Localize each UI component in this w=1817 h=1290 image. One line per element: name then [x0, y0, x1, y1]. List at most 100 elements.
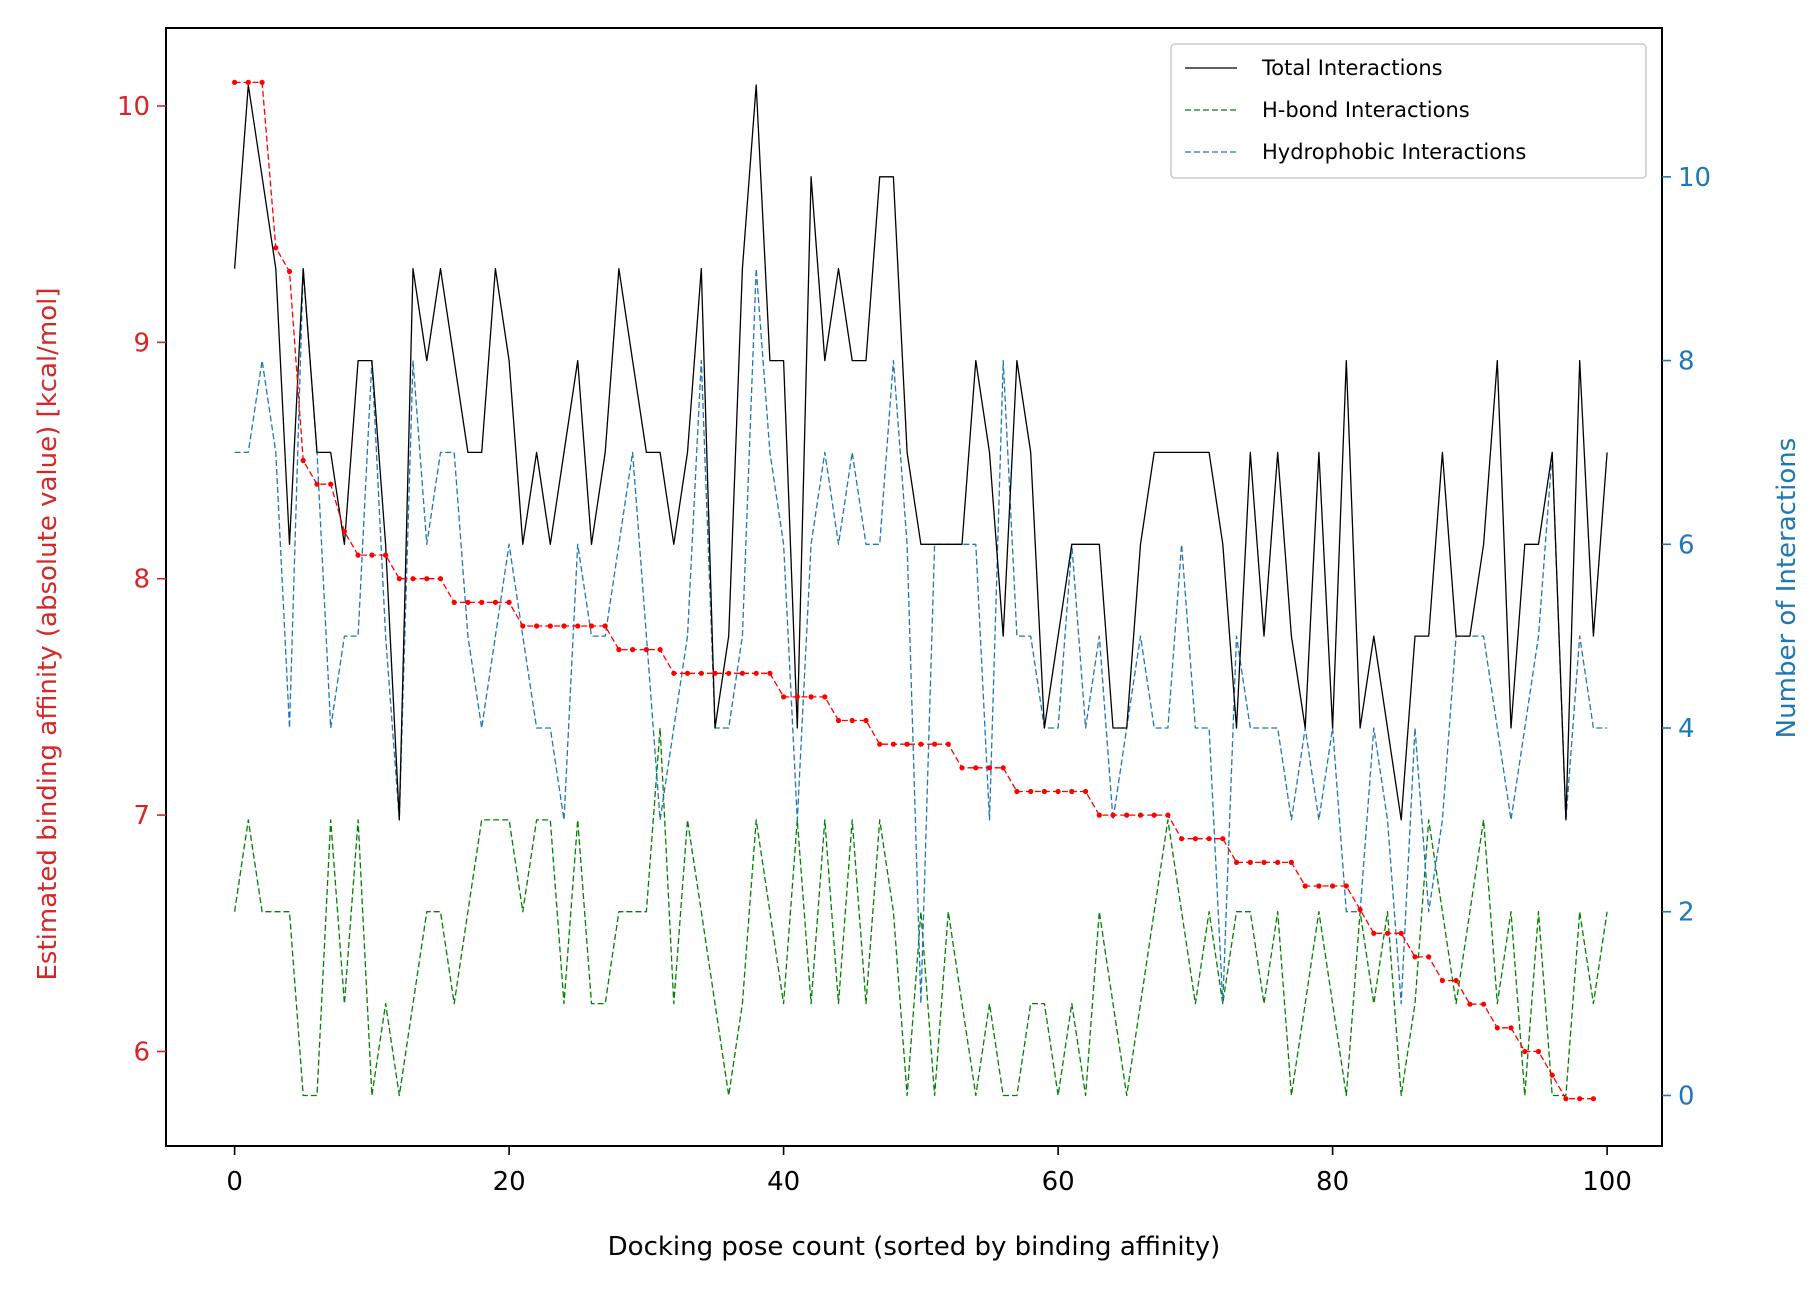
affinity-point [1316, 883, 1322, 889]
affinity-point [479, 599, 485, 606]
right-y-tick-label: 8 [1678, 347, 1695, 377]
affinity-point [973, 765, 979, 771]
affinity-point [1522, 1048, 1528, 1055]
affinity-point [1577, 1096, 1583, 1102]
affinity-point [1563, 1096, 1569, 1102]
affinity-point [1302, 883, 1308, 889]
affinity-point [1343, 883, 1349, 889]
affinity-point [753, 670, 759, 676]
affinity-point [739, 670, 746, 676]
affinity-point [1124, 812, 1130, 818]
x-tick-label: 80 [1316, 1167, 1349, 1197]
right-y-tick-label: 6 [1678, 530, 1695, 560]
affinity-point [1261, 859, 1267, 866]
left-y-tick-label: 10 [117, 92, 150, 122]
x-axis-title: Docking pose count (sorted by binding af… [608, 1232, 1221, 1262]
affinity-point [945, 741, 951, 747]
affinity-point [355, 552, 361, 558]
affinity-point [657, 647, 663, 653]
affinity-point [424, 576, 430, 582]
affinity-point [602, 623, 608, 629]
affinity-point [259, 79, 265, 85]
hydrophobic-interactions-line [234, 268, 1608, 1005]
affinity-point [465, 599, 471, 606]
affinity-point [547, 623, 553, 629]
affinity-point [726, 670, 732, 676]
legend-label-hbond: H-bond Interactions [1262, 98, 1470, 122]
affinity-point [698, 670, 704, 676]
affinity-point [1426, 954, 1432, 960]
binding-affinity-line [234, 81, 1594, 1100]
affinity-point [1494, 1025, 1500, 1031]
affinity-point [1508, 1025, 1514, 1031]
affinity-point [863, 717, 869, 724]
affinity-point [1069, 788, 1075, 795]
x-tick-label: 20 [493, 1167, 526, 1197]
right-y-axis-title: Number of Interactions [1772, 438, 1802, 739]
affinity-point [1288, 859, 1294, 866]
legend-label-total: Total Interactions [1261, 56, 1443, 80]
affinity-point [1041, 788, 1047, 795]
affinity-point [630, 647, 636, 653]
affinity-point [781, 694, 787, 700]
affinity-point [822, 694, 828, 700]
left-y-tick-label: 7 [133, 801, 150, 831]
plot-lines [233, 81, 1608, 1100]
affinity-point [918, 741, 924, 747]
affinity-point [492, 599, 498, 606]
affinity-markers [232, 79, 1596, 1102]
x-tick-label: 100 [1582, 1167, 1632, 1197]
affinity-point [1481, 1001, 1487, 1007]
right-y-tick-label: 10 [1678, 163, 1711, 193]
affinity-point [1275, 859, 1281, 866]
affinity-point [986, 765, 993, 771]
affinity-point [383, 552, 389, 558]
x-axis-ticks: 0 20 40 60 80 100 [226, 1146, 1632, 1197]
affinity-point [328, 481, 334, 487]
affinity-point [1412, 954, 1418, 960]
affinity-point [1384, 930, 1391, 936]
affinity-point [1096, 812, 1102, 818]
affinity-point [1371, 930, 1377, 936]
affinity-point [341, 528, 347, 535]
affinity-point [1535, 1048, 1542, 1055]
affinity-point [396, 576, 402, 582]
affinity-point [671, 670, 677, 676]
affinity-point [1357, 907, 1363, 913]
affinity-point [369, 552, 375, 558]
affinity-point [1398, 930, 1404, 936]
affinity-point [794, 694, 800, 700]
affinity-point [1192, 836, 1198, 842]
affinity-point [1330, 883, 1336, 889]
affinity-point [877, 741, 883, 747]
affinity-point [1467, 1001, 1473, 1007]
x-tick-label: 60 [1042, 1167, 1075, 1197]
left-y-tick-label: 9 [133, 328, 150, 358]
affinity-point [534, 623, 540, 629]
affinity-point [684, 670, 691, 676]
affinity-point [506, 599, 512, 606]
hbond-interactions-line [233, 727, 1608, 1097]
plot-frame [165, 27, 1663, 1147]
total-interactions-line [233, 84, 1608, 821]
affinity-point [245, 79, 251, 85]
affinity-point [314, 481, 320, 487]
affinity-point [1590, 1096, 1596, 1102]
affinity-point [1110, 812, 1116, 818]
affinity-point [1247, 859, 1253, 866]
affinity-point [1000, 765, 1006, 771]
affinity-point [1014, 788, 1020, 795]
affinity-point [1165, 812, 1171, 818]
legend-frame [1170, 43, 1647, 179]
left-y-axis-title: Estimated binding affinity (absolute val… [33, 287, 63, 980]
legend: Total Interactions H-bond Interactions H… [1170, 43, 1647, 179]
affinity-point [410, 576, 416, 582]
affinity-point [1179, 836, 1185, 842]
affinity-point [1439, 977, 1445, 984]
affinity-point [1137, 812, 1144, 818]
right-y-tick-label: 4 [1678, 714, 1695, 744]
left-y-axis-ticks: 6 7 8 9 10 [117, 92, 166, 1067]
affinity-point [1220, 836, 1226, 842]
affinity-point [437, 576, 444, 582]
